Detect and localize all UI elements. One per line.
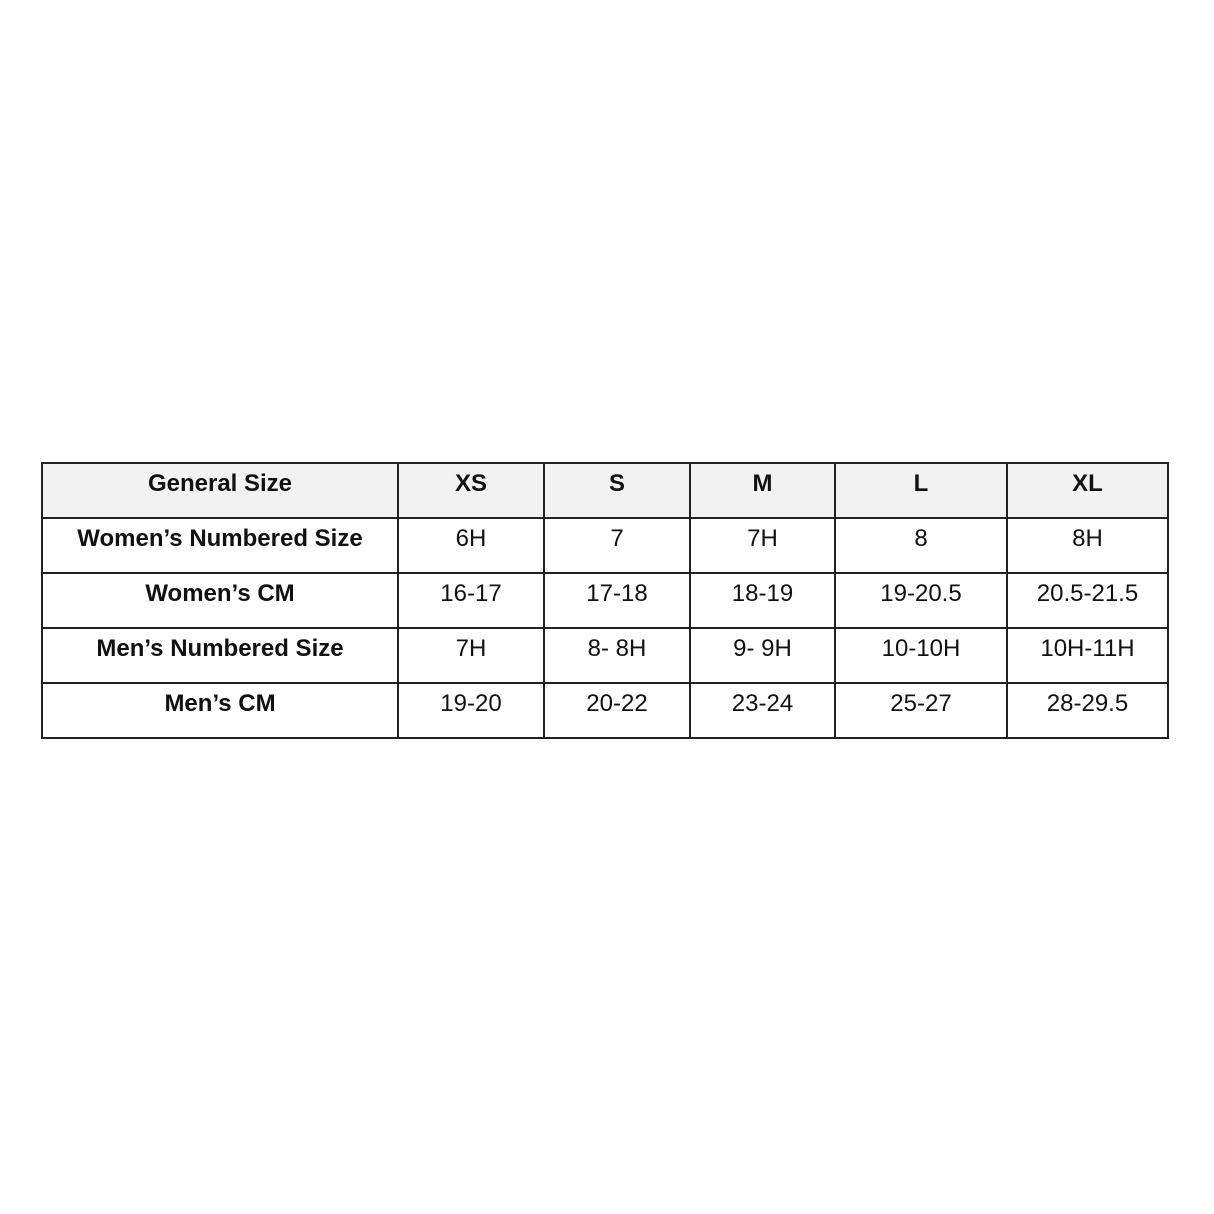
table-cell: 10-10H [834,627,1008,684]
table-cell: 25-27 [834,682,1008,739]
header-cell: L [834,462,1008,519]
table-cell: 8H [1006,517,1169,574]
table-cell: 7H [397,627,545,684]
table-cell: 23-24 [689,682,836,739]
table-row: Men’s CM 19-20 20-22 23-24 25-27 28-29.5 [41,682,1169,739]
row-label: Women’s CM [41,572,399,629]
header-cell: General Size [41,462,399,519]
table-row: Men’s Numbered Size 7H 8- 8H 9- 9H 10-10H 10H… [41,627,1169,684]
table-cell: 8 [834,517,1008,574]
header-cell: XS [397,462,545,519]
header-cell: XL [1006,462,1169,519]
table-cell: 7H [689,517,836,574]
row-label: Men’s Numbered Size [41,627,399,684]
table-cell: 18-19 [689,572,836,629]
table-cell: 20.5-21.5 [1006,572,1169,629]
table-cell: 9- 9H [689,627,836,684]
size-chart-table: General Size XS S M L XL Women’s Numbere… [41,462,1169,739]
table-cell: 16-17 [397,572,545,629]
table-row: Women’s Numbered Size 6H 7 7H 8 8H [41,517,1169,574]
table-cell: 10H-11H [1006,627,1169,684]
header-row: General Size XS S M L XL [41,462,1169,519]
header-cell: M [689,462,836,519]
table-cell: 6H [397,517,545,574]
table-cell: 8- 8H [543,627,691,684]
table-cell: 17-18 [543,572,691,629]
table-cell: 19-20.5 [834,572,1008,629]
header-cell: S [543,462,691,519]
table-cell: 19-20 [397,682,545,739]
row-label: Women’s Numbered Size [41,517,399,574]
table-cell: 20-22 [543,682,691,739]
table-cell: 28-29.5 [1006,682,1169,739]
row-label: Men’s CM [41,682,399,739]
table-row: Women’s CM 16-17 17-18 18-19 19-20.5 20.5-21.… [41,572,1169,629]
table-cell: 7 [543,517,691,574]
